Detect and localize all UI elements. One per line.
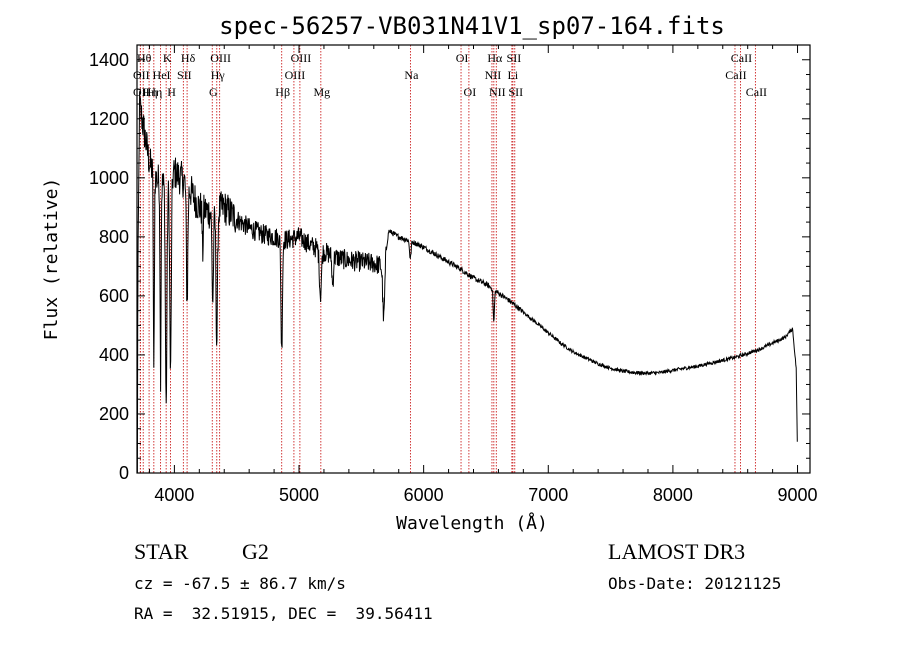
x-tick-label: 5000 <box>279 485 319 505</box>
line-marker-label: SII <box>508 85 523 99</box>
x-axis-ticks: 4000 5000 6000 7000 8000 9000 <box>148 45 818 505</box>
line-marker-label: CaII <box>725 68 746 82</box>
line-marker-labels: OIIOIIHθHηHηHeIKHSIIHδGHγOIIIHβOIIIOIIIM… <box>133 51 767 99</box>
y-tick-label: 800 <box>99 227 129 247</box>
line-marker-label: NII <box>485 68 502 82</box>
line-marker-label: SII <box>177 68 192 82</box>
y-tick-label: 400 <box>99 345 129 365</box>
line-marker-label: OIII <box>285 68 306 82</box>
y-tick-label: 200 <box>99 404 129 424</box>
line-marker-label: Hα <box>487 51 503 65</box>
y-tick-label: 600 <box>99 286 129 306</box>
x-tick-label: 8000 <box>653 485 693 505</box>
plot-frame <box>136 44 811 474</box>
line-marker-label: Li <box>508 68 519 82</box>
line-marker-label: Mg <box>313 85 330 99</box>
line-marker-label: OIII <box>210 51 231 65</box>
y-tick-label: 1000 <box>89 168 129 188</box>
redshift-text: cz = -67.5 ± 86.7 km/s <box>134 574 346 593</box>
line-marker-label: Hβ <box>275 85 290 99</box>
line-marker-label: Hθ <box>137 51 152 65</box>
line-marker-label: Hδ <box>181 51 196 65</box>
line-marker-label: K <box>163 51 172 65</box>
line-marker-label: H <box>167 85 176 99</box>
y-axis-label: Flux (relative) <box>41 178 62 341</box>
line-marker-label: NII <box>489 85 506 99</box>
x-tick-label: 4000 <box>154 485 194 505</box>
x-tick-label: 9000 <box>778 485 818 505</box>
object-class: STAR <box>134 539 189 564</box>
line-marker-label: Hγ <box>211 68 226 82</box>
line-marker-label: Na <box>404 68 419 82</box>
line-marker-label: OI <box>464 85 477 99</box>
y-tick-label: 1200 <box>89 109 129 129</box>
spectrum-line <box>136 91 798 474</box>
x-tick-label: 6000 <box>404 485 444 505</box>
line-marker-label: CaII <box>731 51 752 65</box>
line-marker-label: G <box>209 85 218 99</box>
y-tick-label: 1400 <box>89 50 129 70</box>
line-marker-label: Hη <box>147 85 162 99</box>
line-marker-label: SII <box>507 51 522 65</box>
line-marker-label: HeI <box>153 68 171 82</box>
line-markers <box>139 45 756 473</box>
obs-date-text: Obs-Date: 20121125 <box>608 574 782 593</box>
line-marker-label: CaII <box>746 85 767 99</box>
survey-name: LAMOST DR3 <box>608 539 746 564</box>
line-marker-label: OII <box>133 68 150 82</box>
line-marker-label: OI <box>456 51 469 65</box>
line-marker-label: OIII <box>291 51 312 65</box>
x-tick-label: 7000 <box>528 485 568 505</box>
y-tick-label: 0 <box>119 463 129 483</box>
chart-title: spec-56257-VB031N41V1_sp07-164.fits <box>219 12 725 40</box>
x-axis-label: Wavelength (Å) <box>396 512 548 534</box>
coordinates-text: RA = 32.51915, DEC = 39.56411 <box>134 604 433 623</box>
object-subclass: G2 <box>242 539 269 564</box>
line-marker-label: Hη <box>143 85 158 99</box>
y-axis-ticks: 0 200 400 600 800 1000 1200 1400 <box>89 50 810 483</box>
